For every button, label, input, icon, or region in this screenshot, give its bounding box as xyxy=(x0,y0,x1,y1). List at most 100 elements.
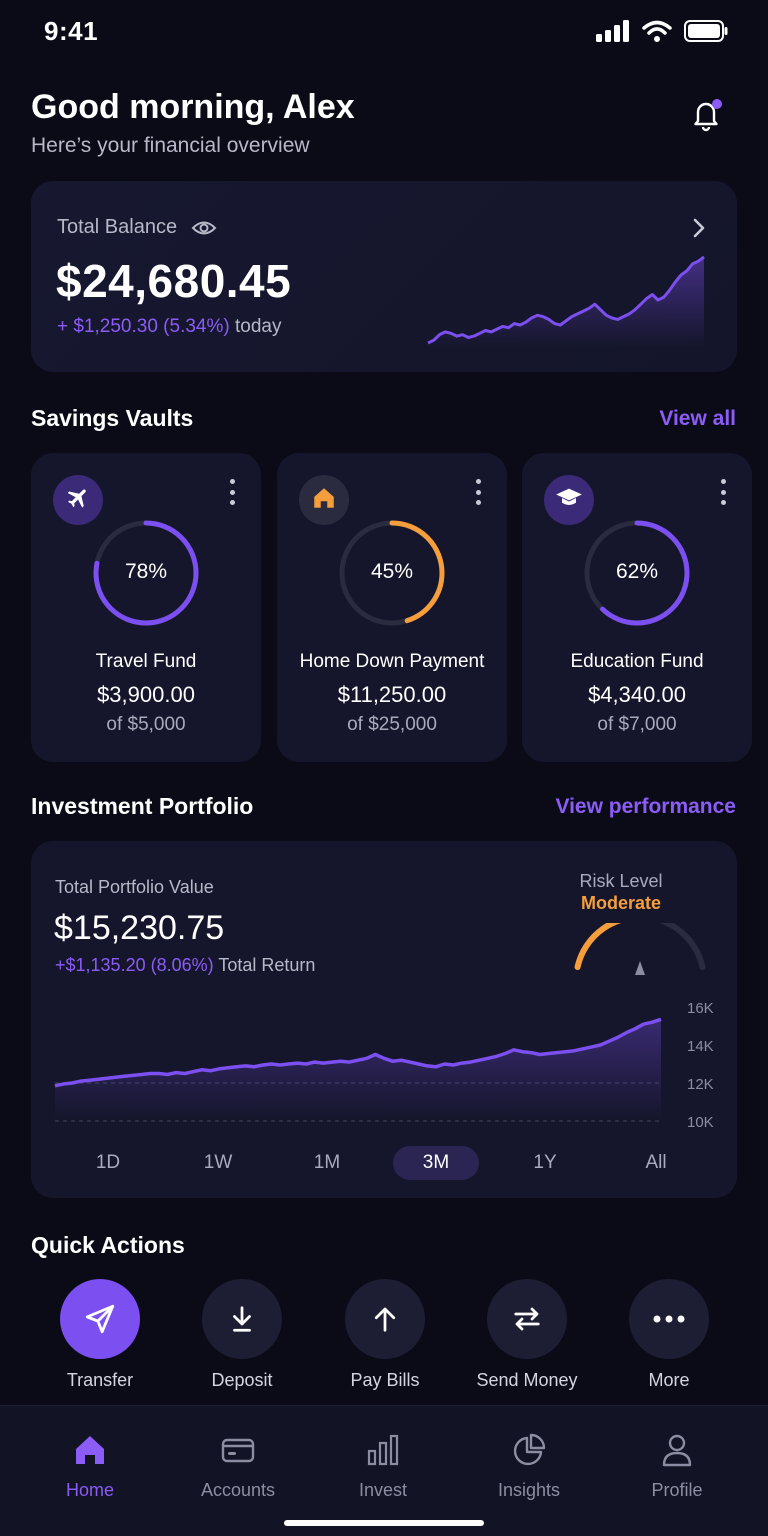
vault-name: Education Fund xyxy=(570,651,704,672)
range-tab-1y[interactable]: 1Y xyxy=(533,1152,557,1173)
quick-action-label: Pay Bills xyxy=(350,1370,420,1390)
quick-action-pay-bills[interactable]: Pay Bills xyxy=(320,1279,450,1399)
quick-action-label: Transfer xyxy=(66,1370,134,1390)
quick-actions-title: Quick Actions xyxy=(31,1232,185,1258)
vault-goal: of $5,000 xyxy=(106,714,186,735)
balance-change-suffix: today xyxy=(235,316,282,337)
vault-percent: 45% xyxy=(370,560,414,583)
more-icon xyxy=(652,1314,686,1324)
balance-sparkline xyxy=(427,255,705,347)
quick-action-deposit[interactable]: Deposit xyxy=(177,1279,307,1399)
battery-icon xyxy=(684,20,728,42)
vault-menu-button[interactable] xyxy=(475,479,481,505)
swap-icon xyxy=(512,1304,542,1334)
gauge-needle xyxy=(635,961,645,975)
vault-percent: 78% xyxy=(124,560,168,583)
balance-change-value: + $1,250.30 (5.34%) xyxy=(57,316,230,337)
portfolio-chart: 16K 14K 12K 10K xyxy=(54,1000,714,1131)
vault-amount: $3,900.00 xyxy=(97,682,195,707)
y-tick-label: 14K xyxy=(687,1038,714,1055)
vault-card[interactable]: 78% Travel Fund $3,900.00 of $5,000 xyxy=(31,453,261,762)
status-icons xyxy=(596,20,728,42)
gauge-fill xyxy=(574,923,622,971)
eye-icon[interactable] xyxy=(191,219,217,237)
sparkline-area xyxy=(428,257,704,347)
quick-action-button[interactable] xyxy=(487,1279,567,1359)
quick-action-button[interactable] xyxy=(345,1279,425,1359)
status-bar: 9:41 xyxy=(0,0,768,64)
risk-level-value: Moderate xyxy=(580,893,661,913)
vault-menu-button[interactable] xyxy=(229,479,235,505)
nav-item-accounts[interactable]: Accounts xyxy=(178,1428,298,1508)
nav-label: Profile xyxy=(651,1480,703,1500)
range-tab-3m[interactable]: 3M xyxy=(393,1146,479,1180)
portfolio-return-value: +$1,135.20 (8.06%) xyxy=(55,955,214,975)
nav-item-invest[interactable]: Invest xyxy=(323,1428,443,1508)
range-tab-1d[interactable]: 1D xyxy=(95,1152,121,1173)
vault-progress-ring xyxy=(93,520,199,626)
balance-amount: $24,680.45 xyxy=(56,255,292,307)
quick-action-more[interactable]: More xyxy=(604,1279,734,1399)
vault-progress-ring xyxy=(584,520,690,626)
sparkline-line xyxy=(427,255,705,345)
vault-icon-badge xyxy=(53,475,103,525)
quick-action-button[interactable] xyxy=(60,1279,140,1359)
pie-chart-icon xyxy=(511,1432,547,1468)
greeting-subtitle: Here’s your financial overview xyxy=(31,134,310,157)
vault-icon-badge xyxy=(299,475,349,525)
y-tick-label: 10K xyxy=(687,1114,714,1131)
range-tab-all[interactable]: All xyxy=(645,1152,667,1173)
home-icon xyxy=(72,1432,108,1468)
risk-gauge xyxy=(574,923,706,975)
vault-card[interactable]: 62% Education Fund $4,340.00 of $7,000 xyxy=(522,453,752,762)
chart-series-line xyxy=(54,1017,662,1088)
card-icon xyxy=(220,1432,256,1468)
balance-change: + $1,250.30 (5.34%) today xyxy=(57,316,281,338)
vault-card[interactable]: 45% Home Down Payment $11,250.00 of $25,000 xyxy=(277,453,507,762)
quick-action-send-money[interactable]: Send Money xyxy=(462,1279,592,1399)
vault-goal: of $25,000 xyxy=(347,714,437,735)
notifications-button[interactable] xyxy=(688,96,724,132)
time-range-tabs: 1D 1W 1M 3M 1Y All xyxy=(53,1146,713,1184)
vault-percent: 62% xyxy=(615,560,659,583)
gauge-track xyxy=(574,923,706,971)
bottom-navigation: Home Accounts Invest Insights Profile xyxy=(0,1405,768,1536)
quick-action-label: Deposit xyxy=(211,1370,273,1390)
nav-item-home[interactable]: Home xyxy=(30,1428,150,1508)
range-tab-1m[interactable]: 1M xyxy=(313,1152,341,1173)
user-icon xyxy=(659,1432,695,1468)
nav-item-insights[interactable]: Insights xyxy=(469,1428,589,1508)
quick-action-label: More xyxy=(648,1370,690,1390)
balance-label: Total Balance xyxy=(57,216,178,238)
vault-goal: of $7,000 xyxy=(597,714,677,735)
quick-action-label: Send Money xyxy=(476,1370,578,1390)
balance-label-row: Total Balance xyxy=(57,216,217,239)
home-icon xyxy=(311,485,337,516)
view-performance-link[interactable]: View performance xyxy=(555,795,736,818)
portfolio-return: +$1,135.20 (8.06%) Total Return xyxy=(55,955,315,976)
wifi-icon xyxy=(642,20,672,42)
risk-level-label: Risk Level xyxy=(579,871,663,891)
vault-amount: $4,340.00 xyxy=(588,682,686,707)
view-all-vaults-link[interactable]: View all xyxy=(659,407,736,430)
vault-icon-badge xyxy=(544,475,594,525)
quick-action-button[interactable] xyxy=(629,1279,709,1359)
nav-label: Invest xyxy=(358,1480,408,1500)
chevron-right-icon[interactable] xyxy=(691,217,707,239)
bell-icon xyxy=(694,99,722,132)
range-tab-1w[interactable]: 1W xyxy=(203,1152,233,1173)
portfolio-section-title: Investment Portfolio xyxy=(31,793,254,819)
total-balance-card[interactable]: Total Balance $24,680.45 + $1,250.30 (5.… xyxy=(31,181,737,372)
nav-label: Insights xyxy=(497,1480,561,1500)
vault-amount: $11,250.00 xyxy=(337,682,447,707)
savings-section-title: Savings Vaults xyxy=(31,405,194,431)
quick-action-button[interactable] xyxy=(202,1279,282,1359)
bar-chart-icon xyxy=(365,1432,401,1468)
nav-item-profile[interactable]: Profile xyxy=(617,1428,737,1508)
home-indicator xyxy=(284,1520,484,1526)
quick-action-transfer[interactable]: Transfer xyxy=(35,1279,165,1399)
arrow-up-icon xyxy=(370,1304,400,1334)
vault-menu-button[interactable] xyxy=(720,479,726,505)
portfolio-card: Total Portfolio Value $15,230.75 +$1,135… xyxy=(31,841,737,1198)
plane-icon xyxy=(65,485,91,516)
